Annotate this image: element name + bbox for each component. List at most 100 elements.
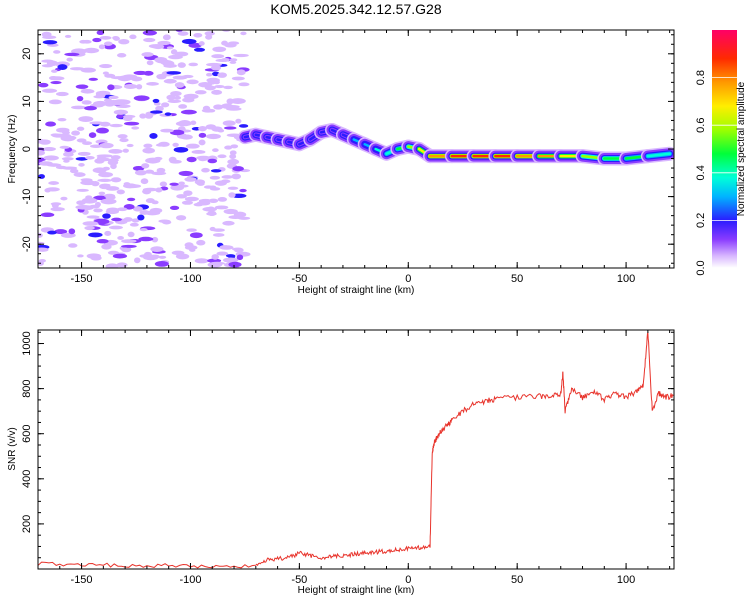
noise-blob — [228, 192, 236, 198]
colorbar-tick-label: 0.8 — [695, 70, 707, 85]
noise-blob — [141, 163, 150, 169]
noise-blob — [51, 133, 68, 138]
noise-blob — [216, 251, 229, 256]
noise-blob — [173, 146, 189, 153]
noise-blob — [163, 63, 177, 68]
noise-blob — [80, 89, 95, 94]
noise-blob — [57, 117, 67, 122]
noise-blob — [178, 181, 185, 185]
noise-blob — [198, 132, 207, 138]
noise-blob — [81, 197, 98, 204]
noise-blob — [92, 167, 107, 174]
noise-blob — [89, 144, 103, 148]
noise-blob — [146, 60, 154, 66]
noise-blob — [142, 189, 151, 194]
noise-blob — [148, 44, 163, 49]
noise-blob — [142, 30, 157, 36]
snr-panel: -150 -100 -50 0 50 100 200 400 600 800 1000 Height… — [7, 329, 675, 596]
noise-blob — [71, 105, 87, 110]
noise-blob — [82, 39, 92, 44]
noise-blob — [214, 84, 225, 89]
noise-blob — [110, 155, 121, 160]
noise-blob — [96, 154, 113, 158]
noise-blob — [143, 37, 156, 43]
colorbar-tick-label: 0.2 — [695, 213, 707, 228]
noise-blob — [229, 150, 237, 156]
noise-blob — [201, 108, 215, 113]
noise-blob — [77, 151, 91, 156]
noise-blob — [224, 126, 237, 130]
noise-blob — [214, 205, 229, 210]
noise-blob — [189, 248, 196, 252]
noise-blob — [140, 178, 149, 185]
noise-blob — [124, 121, 140, 126]
colorbar-ticks: 0.0 0.2 0.4 0.6 0.8 — [695, 70, 737, 276]
noise-blob — [190, 120, 197, 125]
noise-blob — [107, 158, 119, 162]
noise-blob — [100, 198, 117, 205]
snr-series-line — [38, 331, 674, 569]
noise-blob — [189, 232, 203, 239]
noise-blob — [231, 173, 242, 180]
noise-blob — [137, 214, 145, 221]
noise-blob — [121, 244, 137, 248]
noise-blob — [41, 31, 52, 38]
noise-blob — [78, 163, 85, 167]
noise-blob — [131, 218, 140, 223]
noise-blob — [121, 239, 137, 244]
noise-blob — [211, 89, 223, 95]
noise-blob — [163, 78, 177, 84]
y-tick-label: 400 — [21, 470, 33, 488]
noise-blob — [172, 75, 188, 80]
noise-blob — [169, 159, 182, 164]
noise-blob — [151, 236, 159, 243]
x-tick-label: -150 — [71, 273, 93, 285]
noise-blob — [42, 146, 56, 152]
noise-blob — [206, 211, 217, 216]
noise-blob — [155, 187, 163, 193]
noise-blob — [77, 254, 84, 258]
noise-blob — [91, 181, 100, 187]
noise-blob — [75, 204, 91, 210]
spectrogram-y-axis-title: Frequency (Hz) — [7, 115, 18, 184]
noise-blob — [60, 196, 68, 201]
noise-blob — [229, 58, 238, 62]
noise-blob — [38, 247, 49, 251]
noise-blob — [217, 197, 228, 202]
chart-title: KOM5.2025.342.12.57.G28 — [270, 1, 441, 17]
noise-blob — [93, 95, 106, 99]
noise-blob — [169, 205, 180, 210]
noise-blob — [144, 113, 154, 119]
noise-blob — [116, 53, 127, 58]
noise-blob — [223, 85, 233, 90]
noise-blob — [61, 157, 74, 161]
noise-blob — [171, 250, 185, 256]
noise-blob — [41, 88, 58, 93]
noise-blob — [69, 67, 85, 71]
y-tick-label: 10 — [21, 95, 33, 107]
noise-blob — [209, 187, 221, 191]
noise-blob — [61, 166, 78, 170]
y-tick-label: -10 — [21, 189, 33, 205]
noise-blob — [151, 200, 159, 205]
noise-blob — [86, 253, 102, 259]
noise-blob — [230, 98, 246, 105]
noise-blob — [194, 258, 209, 264]
x-tick-label: 50 — [511, 574, 523, 586]
noise-blob — [98, 44, 106, 50]
noise-blob — [96, 30, 105, 36]
snr-ticks: -150 -100 -50 0 50 100 200 400 600 800 1000 — [21, 330, 674, 586]
noise-blob — [239, 188, 247, 193]
noise-blob — [143, 143, 153, 148]
noise-blob — [207, 206, 215, 211]
noise-blob — [240, 31, 247, 36]
noise-blob — [99, 64, 113, 69]
noise-blob — [43, 155, 59, 161]
noise-blob — [226, 107, 242, 111]
noise-blob — [146, 82, 159, 86]
noise-blob — [185, 143, 200, 149]
noise-blob — [177, 31, 189, 36]
noise-blob — [81, 179, 94, 183]
noise-blob — [207, 262, 223, 268]
noise-blob — [132, 165, 145, 171]
